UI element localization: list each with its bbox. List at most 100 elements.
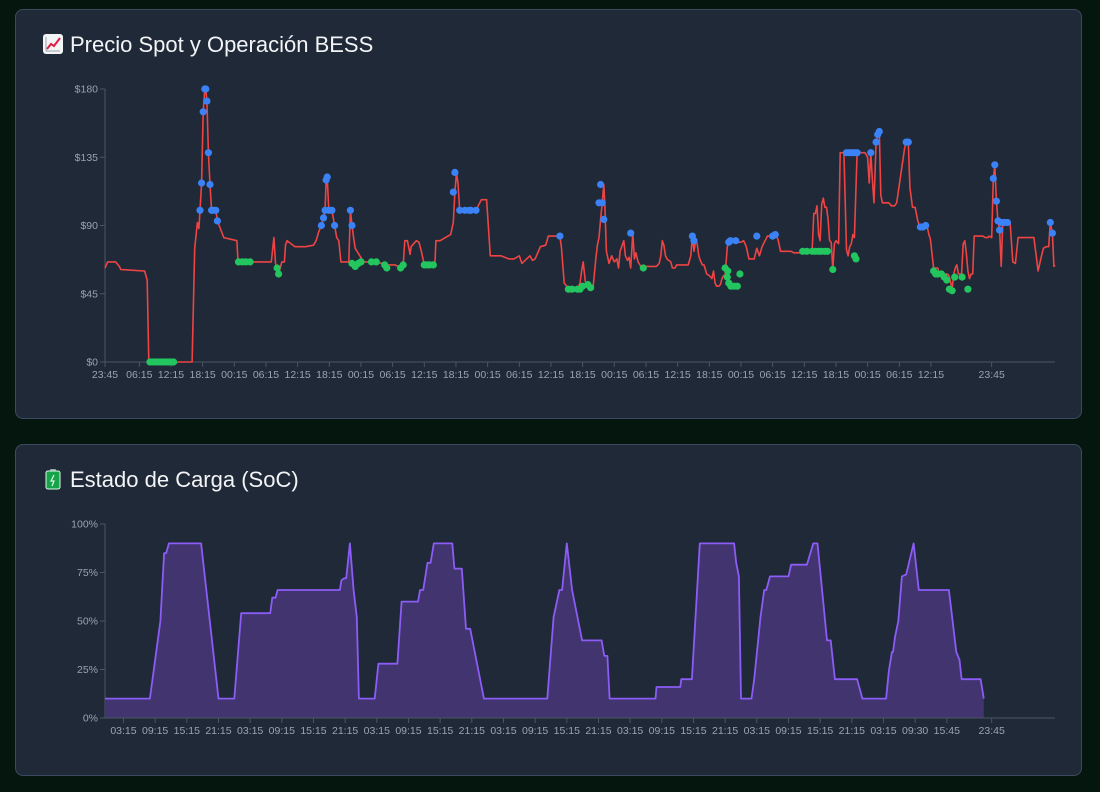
x-tick-label: 12:15 <box>538 369 564 381</box>
discharge-point <box>771 231 779 239</box>
x-tick-label: 03:15 <box>617 725 643 737</box>
x-tick-label: 06:15 <box>253 369 279 381</box>
x-tick-label: 09:15 <box>395 725 421 737</box>
soc-chart-title: Estado de Carga (SoC) <box>42 467 299 496</box>
x-tick-label: 09:15 <box>142 725 168 737</box>
discharge-point <box>690 237 698 245</box>
x-tick-label: 18:15 <box>569 369 595 381</box>
discharge-point <box>922 221 930 230</box>
x-tick-label: 18:15 <box>316 369 342 381</box>
charge-point <box>568 285 576 293</box>
discharge-point <box>989 174 997 183</box>
x-tick-label: 00:15 <box>728 369 754 381</box>
discharge-point <box>598 199 606 207</box>
y-tick-label: 50% <box>77 616 98 628</box>
x-tick-label: 09:15 <box>775 725 801 737</box>
x-tick-label: 15:15 <box>807 725 833 737</box>
price-chart-plot: $0 $45 $90 $135 $180 23:45 06:15 12:15 18:15 00:1… <box>75 84 1056 381</box>
discharge-point <box>206 180 214 189</box>
discharge-point <box>1046 218 1054 227</box>
discharge-point <box>732 237 740 245</box>
discharge-point <box>1003 218 1012 227</box>
discharge-point <box>328 206 336 214</box>
x-tick-label: 00:15 <box>348 369 374 381</box>
charge-point <box>823 247 832 255</box>
soc-chart-plot: 0% 25% 50% 75% 100% 03:15 09:15 15:15 21:15 03:15… <box>71 519 1055 737</box>
discharge-point <box>212 206 220 214</box>
x-tick-label: 00:15 <box>221 369 247 381</box>
soc-line <box>105 542 985 700</box>
charge-point <box>803 247 811 255</box>
x-tick-label: 12:15 <box>284 369 310 381</box>
discharge-point <box>202 85 210 93</box>
x-tick-label: 06:15 <box>759 369 785 381</box>
x-tick-label: 09:30 <box>902 725 928 737</box>
charge-point <box>246 258 254 266</box>
discharge-point <box>875 127 883 136</box>
x-tick-label: 09:15 <box>649 725 675 737</box>
x-tick-label: 15:15 <box>300 725 326 737</box>
x-tick-label: 21:15 <box>712 725 738 737</box>
charge-point <box>852 255 860 263</box>
price-chart-card: Precio Spot y Operación BESS $0 $45 $90 $13… <box>15 9 1082 419</box>
price-chart-title: Precio Spot y Operación BESS <box>42 32 373 61</box>
charge-point <box>275 270 283 278</box>
discharge-point <box>600 215 608 223</box>
x-tick-label: 00:15 <box>601 369 627 381</box>
discharge-point <box>199 108 207 116</box>
discharge-point <box>904 138 912 146</box>
x-tick-label: 06:15 <box>126 369 152 381</box>
discharge-point <box>627 229 635 237</box>
x-tick-label: 06:15 <box>379 369 405 381</box>
y-tick-label: $90 <box>80 220 98 232</box>
discharge-point <box>449 188 457 196</box>
x-tick-label: 03:15 <box>490 725 516 737</box>
discharge-point <box>331 221 339 230</box>
discharge-point <box>198 179 206 187</box>
charge-point <box>951 273 959 281</box>
x-tick-label: 12:15 <box>791 369 817 381</box>
charge-point <box>736 270 744 278</box>
x-tick-label: 21:15 <box>332 725 358 737</box>
x-tick-label: 21:15 <box>585 725 611 737</box>
charge-point <box>733 282 741 290</box>
x-tick-label: 06:15 <box>886 369 912 381</box>
x-tick-label: 03:15 <box>870 725 896 737</box>
charge-point <box>724 267 732 275</box>
charge-point <box>943 276 951 284</box>
discharge-point <box>456 206 464 214</box>
x-tick-label: 21:15 <box>459 725 485 737</box>
x-tick-label: 12:15 <box>664 369 690 381</box>
charge-point <box>372 258 380 266</box>
discharge-point <box>346 206 354 214</box>
charge-point <box>723 273 731 281</box>
charge-point <box>399 261 407 269</box>
y-tick-label: $135 <box>75 152 99 164</box>
x-tick-label: 12:15 <box>918 369 944 381</box>
discharge-point <box>597 180 605 189</box>
discharge-point <box>319 214 328 222</box>
x-tick-label: 03:15 <box>110 725 136 737</box>
x-tick-label: 03:15 <box>744 725 770 737</box>
x-tick-label: 23:45 <box>979 369 1005 381</box>
discharge-point <box>872 138 880 146</box>
x-tick-label: 03:15 <box>364 725 390 737</box>
x-tick-label: 00:15 <box>474 369 500 381</box>
discharge-point <box>204 149 212 157</box>
x-tick-label: 15:15 <box>174 725 200 737</box>
chart-increasing-icon <box>42 33 64 61</box>
x-tick-label: 03:15 <box>237 725 263 737</box>
y-tick-label: 75% <box>77 567 98 579</box>
discharge-point <box>853 149 861 157</box>
charge-point <box>587 284 595 292</box>
discharge-point <box>196 206 204 214</box>
soc-area <box>105 543 984 718</box>
x-tick-label: 15:15 <box>680 725 706 737</box>
discharge-point <box>726 237 735 245</box>
soc-chart-card: Estado de Carga (SoC) 0% 25% 50% 75% 100% 03:… <box>15 444 1082 776</box>
x-tick-label: 21:15 <box>839 725 865 737</box>
x-tick-label: 15:15 <box>427 725 453 737</box>
charge-point <box>964 285 972 293</box>
x-tick-label: 18:15 <box>443 369 469 381</box>
y-tick-label: $45 <box>80 288 98 300</box>
